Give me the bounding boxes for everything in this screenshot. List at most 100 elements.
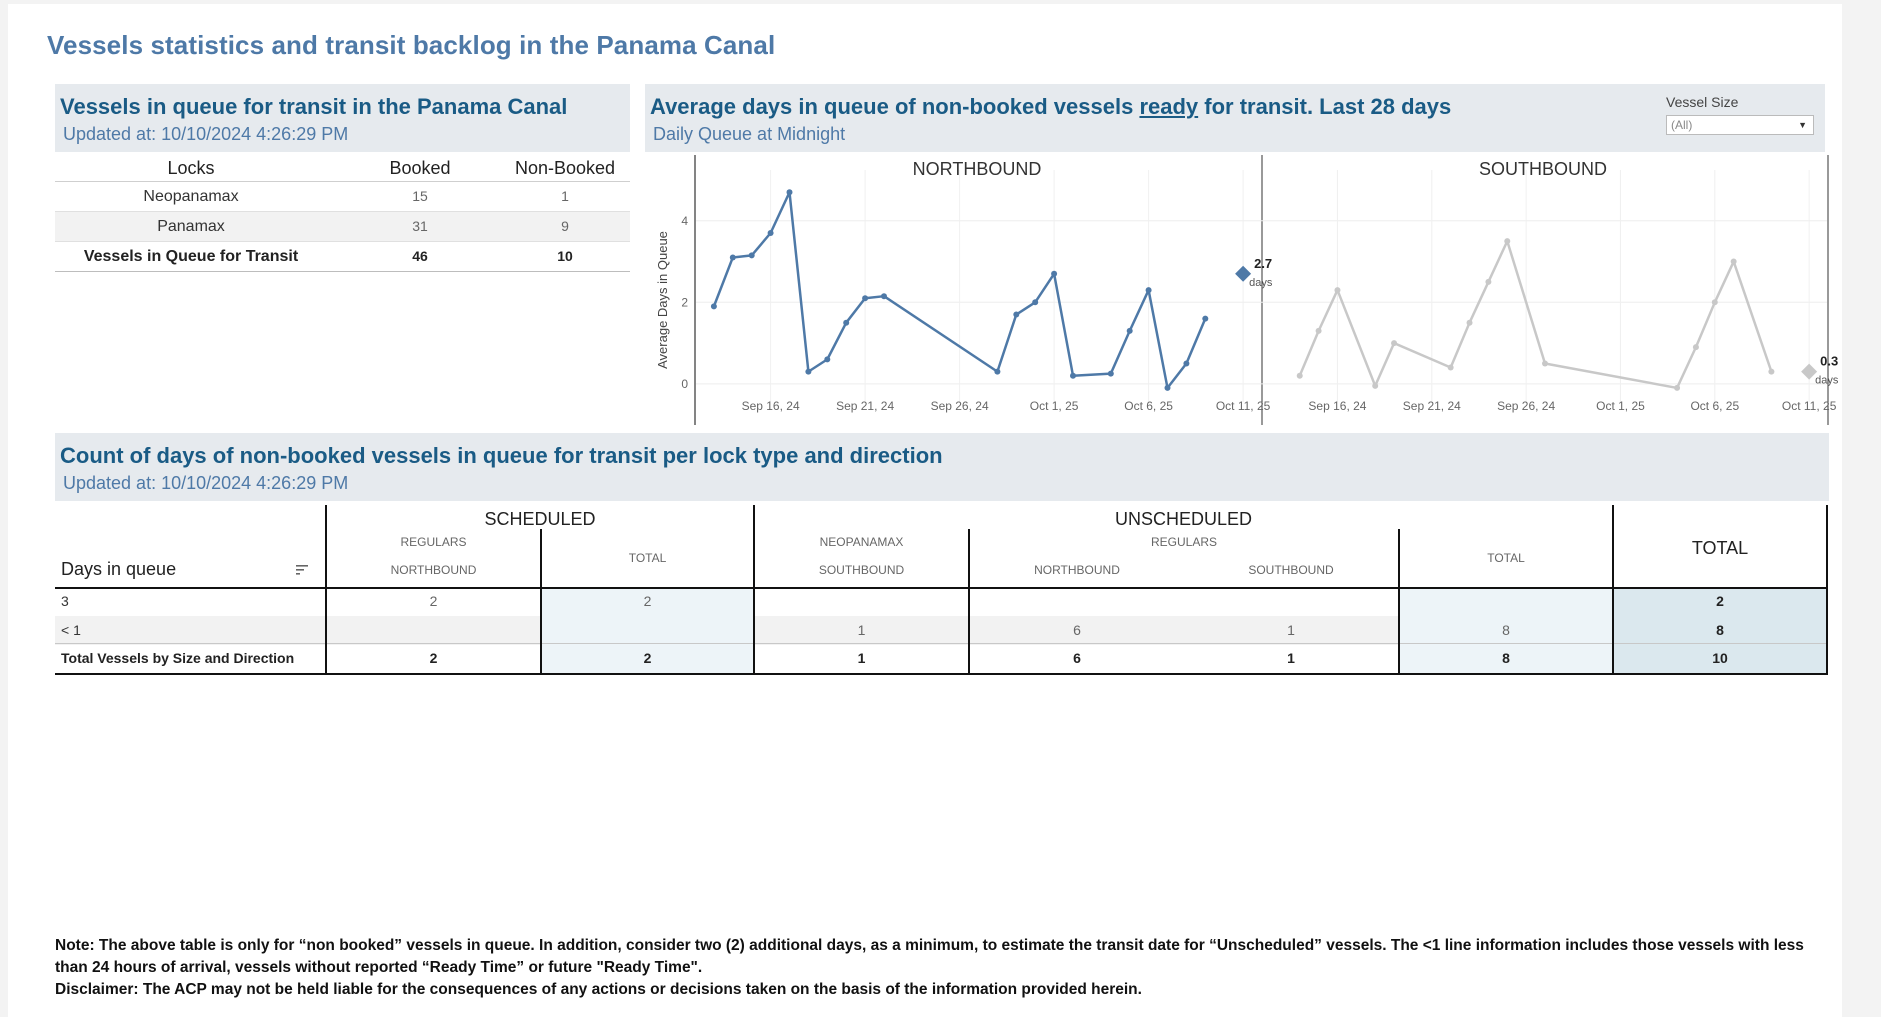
data-point (1391, 340, 1398, 347)
x-tick-label: Oct 1, 25 (1030, 399, 1079, 413)
unscheduled-total-header: TOTAL (1487, 551, 1525, 565)
page-title: Vessels statistics and transit backlog i… (47, 30, 776, 60)
unscheduled-header: UNSCHEDULED (1114, 509, 1253, 529)
cell-scheduled-nb: 2 (429, 593, 438, 609)
count-panel-header: Count of days of non-booked vessels in q… (55, 433, 1829, 501)
x-tick-label: Sep 21, 24 (1403, 399, 1461, 413)
table-total-row: Vessels in Queue for Transit 46 10 (55, 242, 630, 272)
col-divider (1612, 505, 1614, 675)
total-row-label: Total Vessels by Size and Direction (61, 650, 295, 666)
x-tick-label: Oct 6, 25 (1124, 399, 1173, 413)
x-tick-label: Oct 11, 25 (1782, 399, 1837, 413)
vessel-size-label: Vessel Size (1666, 94, 1739, 110)
x-tick-label: Sep 16, 24 (1308, 399, 1366, 413)
x-tick-label: Sep 16, 24 (742, 399, 800, 413)
ready-link[interactable]: ready (1139, 94, 1199, 119)
data-point (1730, 258, 1737, 265)
col-divider (325, 505, 327, 675)
data-point (1183, 360, 1190, 367)
booked-count: 15 (412, 188, 428, 204)
cell-neo-sb: 1 (857, 622, 866, 638)
col-header-non-booked: Non-Booked (514, 158, 616, 178)
data-point (729, 254, 736, 261)
non-booked-count: 9 (561, 218, 569, 234)
total-reg-sb: 1 (1287, 650, 1295, 666)
series-line-southbound (1298, 239, 1773, 390)
cell-reg-nb: 6 (1073, 622, 1081, 638)
row-shade (753, 616, 1398, 645)
data-point (1051, 270, 1058, 277)
data-point (1202, 315, 1209, 322)
scheduled-northbound-header: NORTHBOUND (390, 563, 477, 577)
col-divider (753, 505, 755, 675)
total-unscheduled-total: 8 (1502, 650, 1510, 666)
data-point (1164, 384, 1171, 391)
col-divider (1826, 505, 1828, 675)
cell-unscheduled-total: 8 (1502, 622, 1510, 638)
data-point (1692, 344, 1699, 351)
sort-icon[interactable] (295, 563, 309, 577)
data-point (1032, 299, 1039, 306)
data-point (1542, 360, 1548, 367)
row-shade (55, 616, 540, 645)
neopanamax-southbound-header: SOUTHBOUND (818, 563, 905, 577)
grand-total-shade (1612, 588, 1826, 675)
scheduled-header: SCHEDULED (484, 509, 596, 529)
data-point (824, 356, 831, 363)
y-tick-label: 0 (681, 377, 688, 391)
data-point (1768, 368, 1775, 375)
data-point (1145, 287, 1152, 294)
data-point (1711, 299, 1718, 306)
last-value-marker (1801, 363, 1818, 380)
cell-total: 2 (1716, 593, 1724, 609)
table-row: Panamax 31 9 (55, 212, 630, 242)
data-point (1674, 384, 1681, 391)
data-point (1504, 238, 1511, 245)
regulars-northbound-header: NORTHBOUND (1034, 563, 1120, 577)
last-value-label: 0.3 (1820, 354, 1838, 369)
cell-scheduled-total: 2 (643, 593, 652, 609)
chart-title-text: Average days in queue of non-booked vess… (650, 94, 1140, 119)
data-point (1070, 372, 1076, 379)
data-point (1296, 372, 1303, 379)
notes-section: Note: The above table is only for “non b… (55, 935, 1835, 1001)
total-header: TOTAL (1691, 538, 1749, 558)
vessel-size-value: (All) (1671, 118, 1693, 132)
queue-table: Locks Booked Non-Booked Neopanamax 15 1 … (55, 155, 630, 272)
total-scheduled-total: 2 (643, 650, 652, 666)
scheduled-regulars-header: REGULARS (400, 535, 467, 549)
total-neo-sb: 1 (857, 650, 866, 666)
queue-panel-header: Vessels in queue for transit in the Pana… (55, 84, 630, 152)
x-tick-label: Oct 11, 25 (1216, 399, 1271, 413)
regulars-southbound-header: SOUTHBOUND (1248, 563, 1334, 577)
x-tick-label: Sep 26, 24 (1497, 399, 1555, 413)
total-reg-nb: 6 (1073, 650, 1081, 666)
row-label: < 1 (61, 622, 81, 638)
last-value-unit: days (1815, 375, 1839, 387)
data-point (748, 252, 755, 259)
neopanamax-header: NEOPANAMAX (819, 535, 904, 549)
vessel-size-dropdown[interactable]: (All) ▼ (1666, 115, 1814, 135)
note-text: Note: The above table is only for “non b… (55, 937, 1804, 976)
scheduled-total-shade (540, 588, 753, 675)
table-row: Neopanamax 15 1 (55, 182, 630, 212)
grand-total: 10 (1712, 650, 1728, 666)
scheduled-total-header: TOTAL (628, 551, 667, 565)
cell-total: 8 (1716, 622, 1724, 638)
y-tick-label: 2 (681, 295, 688, 309)
disclaimer-text: Disclaimer: The ACP may not be held liab… (55, 981, 1142, 998)
data-point (1485, 278, 1492, 285)
lock-name: Neopanamax (143, 188, 239, 205)
data-point (1107, 370, 1114, 377)
count-updated-text: Updated at: 10/10/2024 4:26:29 PM (63, 473, 349, 493)
data-point (843, 319, 850, 326)
data-point (786, 189, 793, 196)
y-axis-label: Average Days in Queue (655, 231, 670, 369)
row-divider (55, 643, 1827, 644)
booked-count: 31 (412, 218, 428, 234)
count-panel-title: Count of days of non-booked vessels in q… (60, 443, 943, 468)
data-point (805, 368, 812, 375)
col-header-booked: Booked (389, 158, 451, 178)
chart-title-text-end: for transit. Last 28 days (1198, 94, 1452, 119)
